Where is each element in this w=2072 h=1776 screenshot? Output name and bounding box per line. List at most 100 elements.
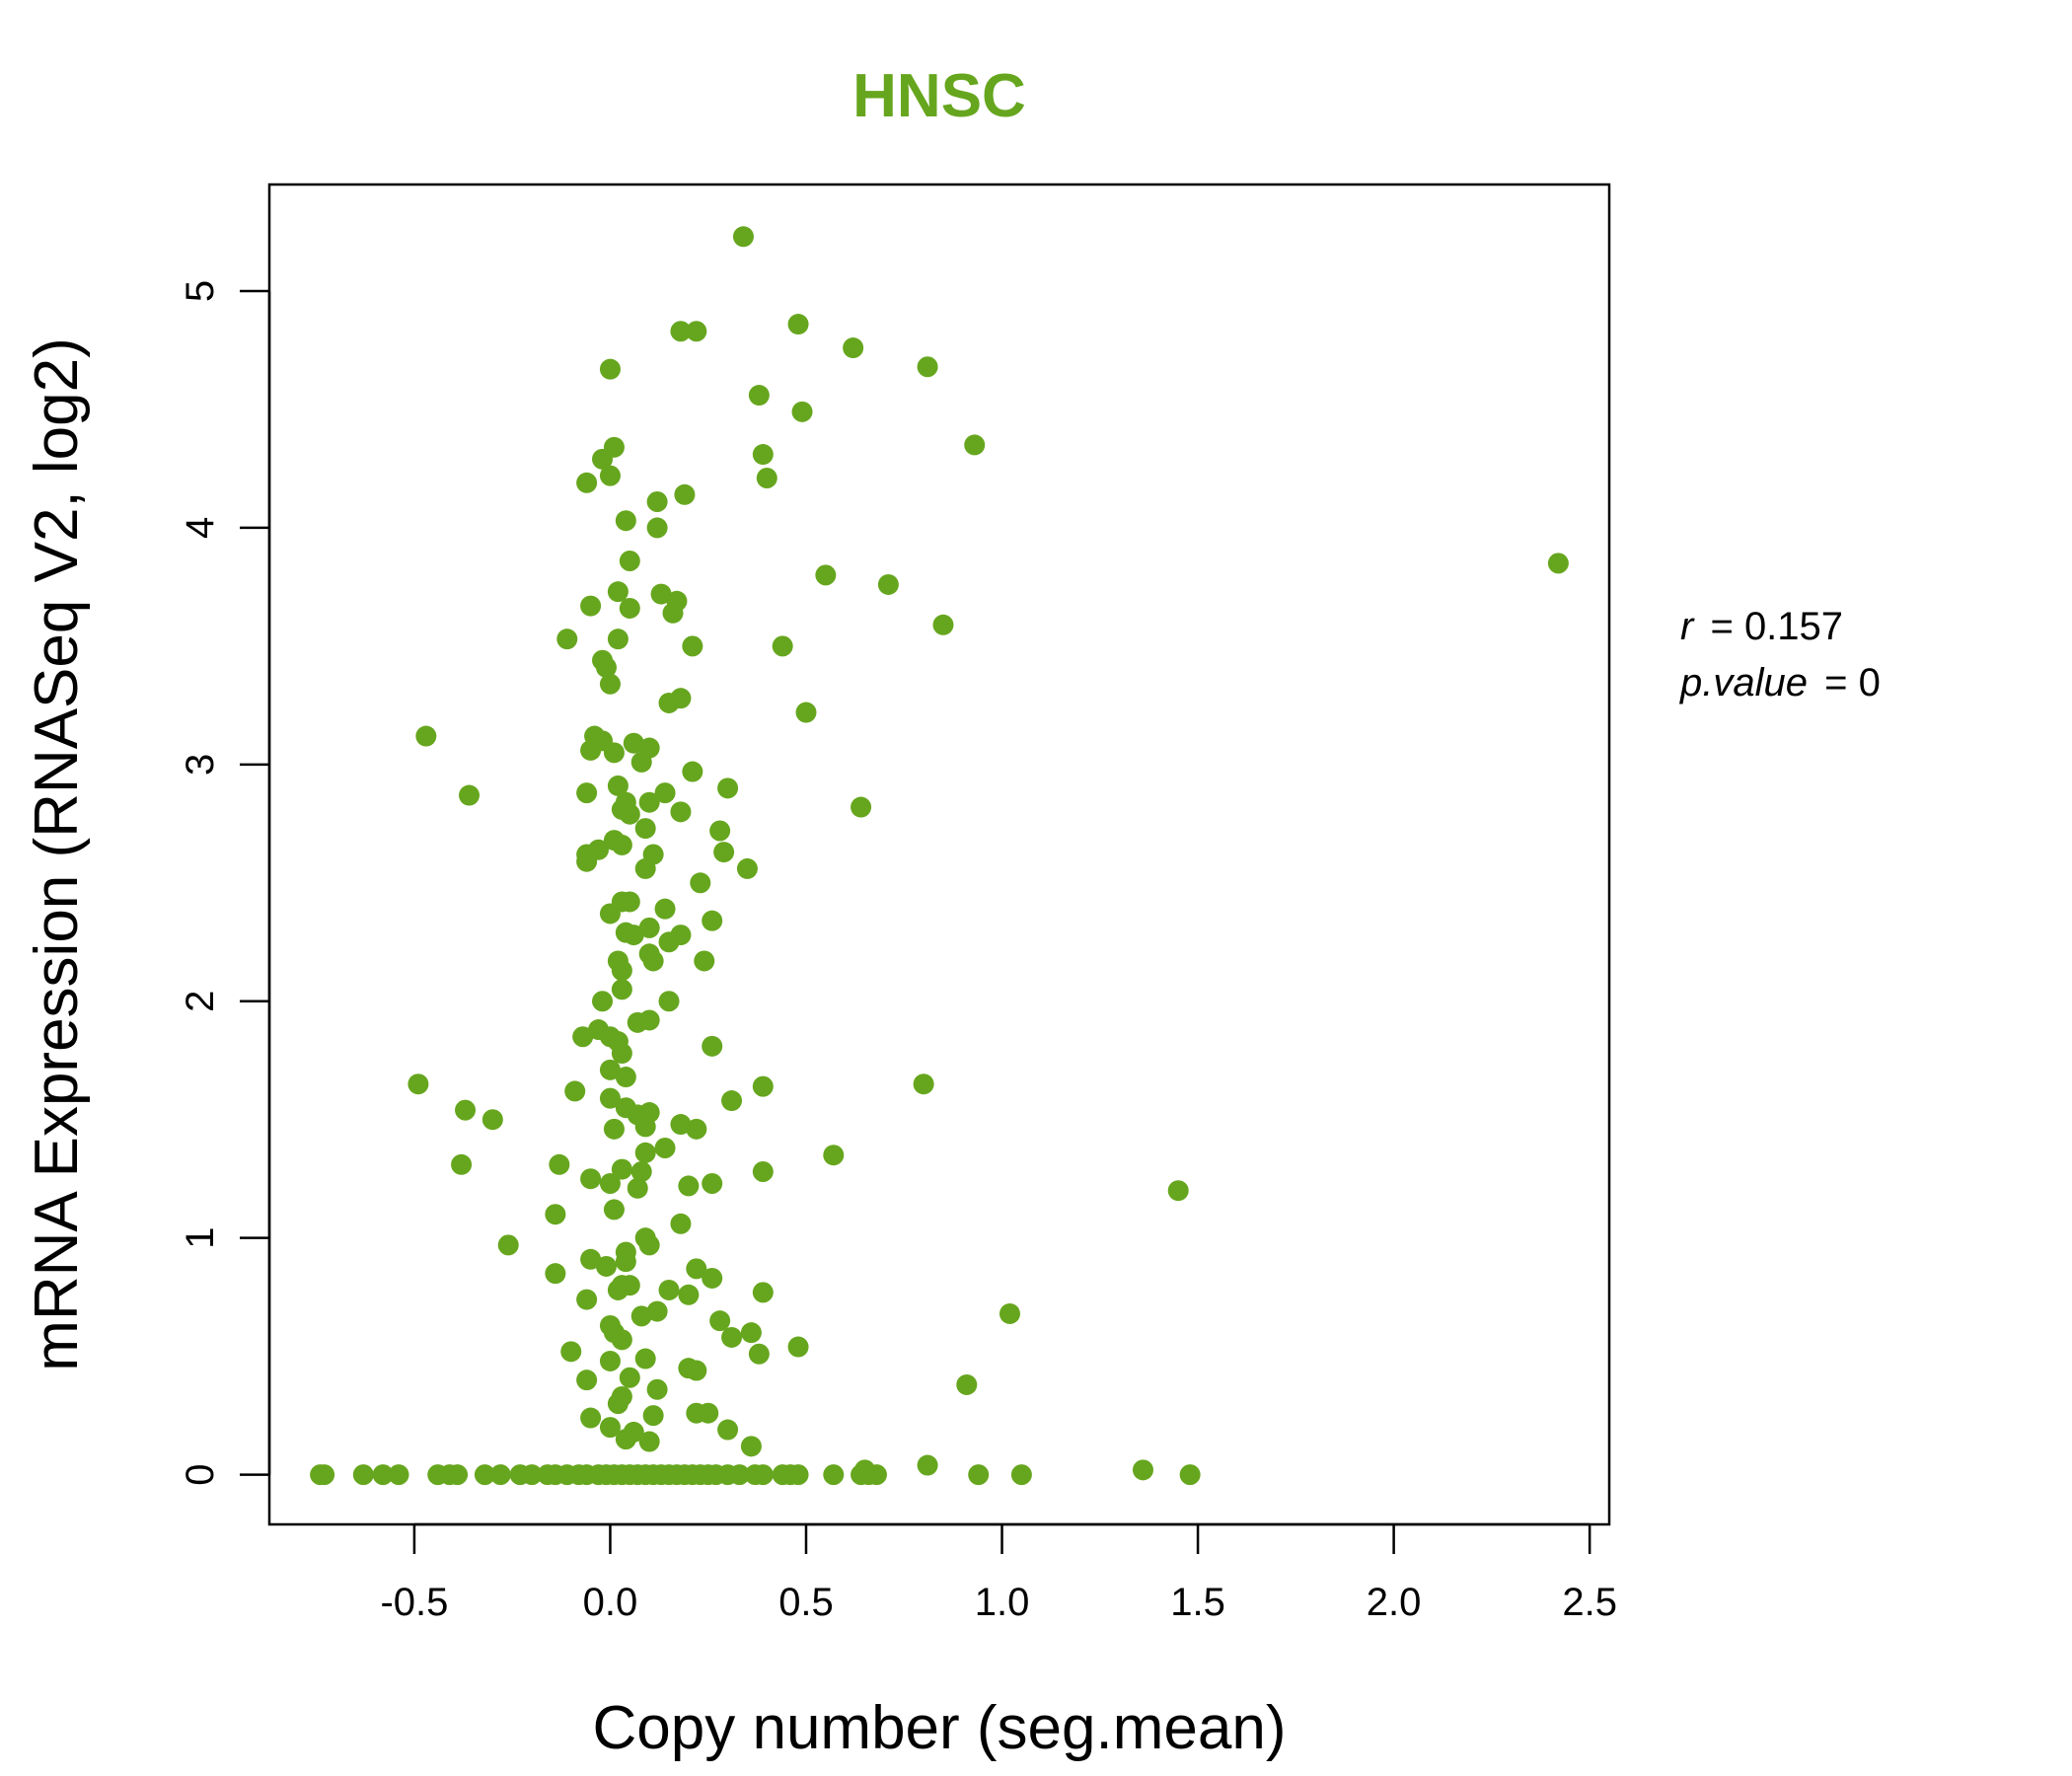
data-point <box>728 1464 750 1486</box>
x-axis: -0.5 0.0 0.5 1.0 1.5 2.0 2.5 <box>380 1522 1617 1624</box>
data-point <box>752 1161 774 1183</box>
x-tick-label: -0.5 <box>380 1581 448 1624</box>
data-point <box>592 991 614 1012</box>
data-point <box>787 1336 809 1358</box>
data-point <box>917 1454 938 1476</box>
data-point <box>658 692 680 713</box>
data-point <box>717 1419 739 1441</box>
data-point <box>623 925 644 946</box>
data-point <box>748 385 770 407</box>
data-point <box>748 1343 770 1365</box>
x-tick-label: 2.0 <box>1367 1581 1422 1624</box>
data-point <box>698 1402 719 1424</box>
y-tick-label: 2 <box>179 991 222 1012</box>
data-point <box>650 583 672 605</box>
x-tick-label: 1.0 <box>975 1581 1030 1624</box>
data-point <box>999 1302 1020 1324</box>
data-point <box>497 1234 519 1256</box>
x-tick-label: 0.0 <box>583 1581 638 1624</box>
data-point <box>670 1114 692 1136</box>
data-point <box>619 891 640 913</box>
p-value: 0 <box>1859 661 1881 704</box>
data-point <box>474 1464 495 1486</box>
data-point <box>576 1369 598 1391</box>
data-point <box>611 1329 632 1351</box>
data-point <box>709 1310 731 1332</box>
data-point <box>658 1279 680 1300</box>
data-point <box>580 1407 602 1429</box>
data-point <box>634 1348 656 1369</box>
data-point <box>686 321 707 342</box>
data-point <box>674 483 696 505</box>
data-point <box>823 1464 845 1486</box>
data-point <box>481 1109 503 1131</box>
y-tick-label: 0 <box>179 1463 222 1485</box>
data-point <box>619 550 640 571</box>
data-point <box>576 472 598 493</box>
data-point <box>843 337 864 359</box>
data-point <box>372 1464 394 1486</box>
data-point <box>638 791 660 813</box>
data-point <box>560 1341 582 1363</box>
data-point <box>607 1279 629 1300</box>
data-point <box>851 796 872 818</box>
data-point <box>646 491 668 513</box>
data-point <box>682 761 703 782</box>
x-tick-label: 1.5 <box>1170 1581 1225 1624</box>
data-point <box>654 898 676 920</box>
data-point <box>352 1464 374 1486</box>
data-point <box>615 1251 636 1273</box>
y-axis: 0 1 2 3 4 5 <box>179 280 271 1486</box>
data-point <box>815 564 837 586</box>
data-point <box>877 573 899 595</box>
y-axis-label: mRNA Expression (RNASeq V2, log2) <box>23 337 91 1371</box>
correlation-stat: r = 0.157 <box>1680 605 1843 648</box>
data-point <box>709 820 731 842</box>
p-symbol: p.value <box>1679 661 1808 704</box>
data-point <box>615 510 636 532</box>
data-point <box>447 1464 469 1486</box>
r-value: 0.157 <box>1744 605 1843 648</box>
data-point <box>459 784 481 806</box>
data-point <box>646 517 668 539</box>
data-point <box>603 1118 625 1140</box>
data-point <box>713 842 735 863</box>
data-point <box>740 1436 762 1457</box>
data-point <box>599 465 621 486</box>
data-point <box>732 226 754 248</box>
data-point <box>646 1300 668 1322</box>
plot-frame <box>267 183 1611 1526</box>
data-point <box>956 1373 978 1395</box>
data-point <box>619 597 640 619</box>
data-point <box>634 1116 656 1138</box>
data-point <box>658 991 680 1012</box>
data-point <box>607 581 629 603</box>
data-point <box>619 803 640 825</box>
data-point <box>736 857 758 879</box>
r-symbol: r <box>1680 605 1695 648</box>
data-point <box>607 1393 629 1415</box>
data-point <box>658 931 680 953</box>
data-point <box>670 801 692 823</box>
data-point <box>489 1464 511 1486</box>
data-point <box>752 1282 774 1303</box>
data-point <box>662 602 684 624</box>
x-tick-label: 0.5 <box>778 1581 834 1624</box>
data-point <box>740 1322 762 1344</box>
data-point <box>702 1267 723 1289</box>
data-point <box>752 1075 774 1097</box>
data-point <box>678 1358 700 1379</box>
p-value-stat: p.value = 0 <box>1679 661 1881 704</box>
data-point <box>642 950 664 972</box>
data-point <box>564 1080 586 1102</box>
x-tick-label: 2.5 <box>1562 1581 1617 1624</box>
data-point <box>615 1429 636 1450</box>
data-point <box>932 614 954 635</box>
data-point <box>752 1464 774 1486</box>
data-point <box>599 1059 621 1080</box>
data-point <box>968 1464 990 1486</box>
y-tick-label: 5 <box>179 280 222 302</box>
data-point <box>611 834 632 855</box>
data-point <box>615 1067 636 1088</box>
data-point <box>607 629 629 650</box>
